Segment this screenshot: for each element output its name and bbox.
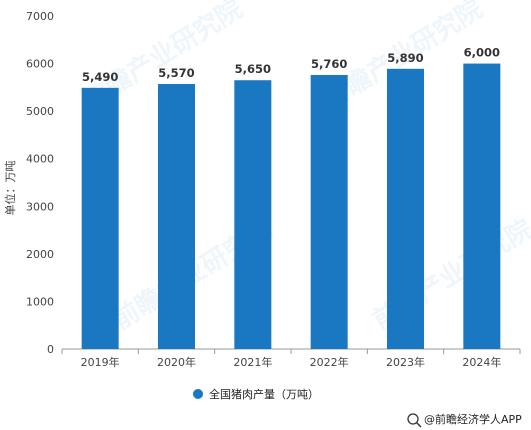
data-labels: 5,490 5,570 5,650 5,760 5,890 6,000	[82, 46, 500, 84]
y-tick-label: 3000	[26, 200, 54, 213]
legend-swatch	[193, 389, 203, 399]
x-tick-label: 2019年	[81, 355, 120, 369]
legend: 全国猪肉产量（万吨）	[193, 387, 319, 401]
y-tick-label: 5000	[26, 105, 54, 118]
x-tick-label: 2023年	[386, 355, 425, 369]
x-tick-label: 2021年	[233, 355, 272, 369]
source-icon	[407, 413, 419, 425]
x-axis: 2019年 2020年 2021年 2022年 2023年 2024年	[61, 349, 521, 369]
x-tick-label: 2020年	[157, 355, 196, 369]
data-label: 5,760	[311, 57, 347, 71]
bar	[81, 87, 119, 349]
data-label: 5,890	[387, 51, 423, 65]
source-note: @前瞻经济学人APP	[407, 412, 522, 428]
y-tick-label: 6000	[26, 58, 54, 71]
bar	[463, 63, 501, 349]
y-tick-label: 1000	[26, 295, 54, 308]
data-label: 5,490	[82, 70, 118, 84]
bar	[310, 74, 348, 349]
bar	[234, 80, 272, 349]
x-tick-label: 2024年	[462, 355, 501, 369]
bar	[387, 68, 424, 349]
data-label: 5,570	[158, 66, 194, 80]
y-tick-label: 2000	[26, 248, 54, 261]
y-axis-title: 单位：万吨	[3, 161, 17, 216]
y-tick-label: 4000	[26, 153, 54, 166]
bar-series	[81, 63, 501, 349]
legend-label: 全国猪肉产量（万吨）	[209, 387, 319, 401]
data-label: 6,000	[464, 46, 500, 60]
y-tick-label: 7000	[26, 10, 54, 23]
bar	[158, 84, 195, 349]
x-tick-label: 2022年	[310, 355, 349, 369]
source-text: @前瞻经济学人APP	[424, 412, 522, 426]
y-axis: 0 1000 2000 3000 4000 5000 6000 7000	[26, 10, 54, 356]
data-label: 5,650	[235, 62, 271, 76]
y-tick-label: 0	[47, 343, 54, 356]
source-icon-handle	[416, 422, 422, 428]
